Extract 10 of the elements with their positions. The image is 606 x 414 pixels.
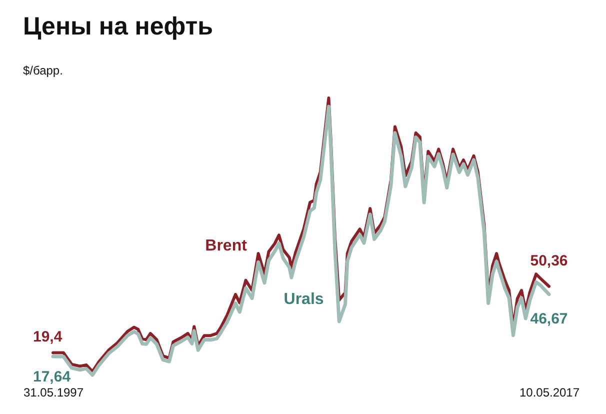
data-label: 17,64 bbox=[33, 368, 72, 386]
chart-title: Цены на нефть bbox=[22, 12, 213, 40]
series-label: Urals bbox=[284, 290, 324, 308]
y-axis-title: $/барр. bbox=[22, 64, 63, 78]
x-tick-label: 10.05.2017 bbox=[519, 386, 580, 400]
series-label: Brent bbox=[205, 237, 248, 254]
data-label: 50,36 bbox=[530, 252, 568, 270]
data-label: 19,4 bbox=[33, 328, 63, 346]
x-tick-label: 31.05.1997 bbox=[23, 386, 84, 400]
data-label: 46,67 bbox=[530, 310, 568, 328]
